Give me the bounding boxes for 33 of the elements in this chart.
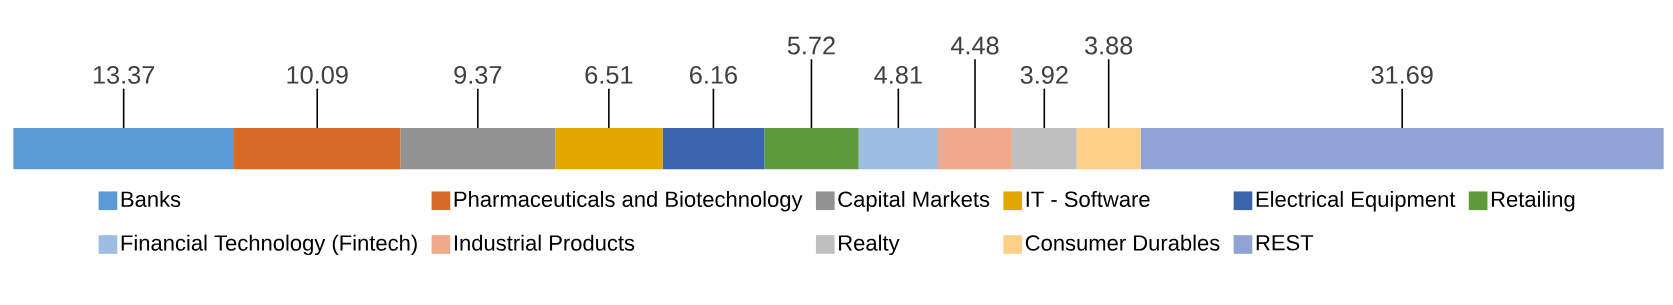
bar <box>1011 127 1077 170</box>
legend-label: Banks <box>121 190 181 207</box>
bar <box>764 127 859 170</box>
legend-label: Retailing <box>1491 190 1575 212</box>
data-label: 13.37 <box>93 65 155 84</box>
data-label: 5.72 <box>787 36 835 55</box>
bar <box>662 127 765 170</box>
data-label: 31.69 <box>1371 65 1433 84</box>
data-label: 4.81 <box>874 65 922 84</box>
data-label: 4.48 <box>950 36 999 55</box>
bar <box>555 127 663 170</box>
data-label: 3.92 <box>1020 65 1068 84</box>
data-label: 3.88 <box>1084 36 1133 55</box>
bar <box>858 127 939 170</box>
legend-label: Electrical Equipment <box>1256 190 1456 212</box>
bar <box>938 127 1012 170</box>
legend-label: Capital Markets <box>838 190 990 212</box>
bar <box>400 127 556 170</box>
legend-label: Pharmaceuticals and Biotechnology <box>454 190 803 212</box>
legend-label: Industrial Products <box>454 234 635 251</box>
legend-label: Consumer Durables <box>1025 234 1220 251</box>
data-label: 9.37 <box>454 65 502 84</box>
legend-label: REST <box>1256 234 1314 251</box>
bar <box>233 127 401 170</box>
data-label: 6.16 <box>690 65 737 84</box>
bar <box>1076 127 1141 170</box>
bar <box>13 127 234 170</box>
legend-label: Realty <box>839 234 900 255</box>
data-label: 10.09 <box>287 65 348 84</box>
legend-label: Financial Technology (Fintech) <box>121 234 417 255</box>
bar <box>1140 127 1664 170</box>
data-label: 6.51 <box>585 65 633 84</box>
legend-label: IT - Software <box>1026 190 1150 207</box>
